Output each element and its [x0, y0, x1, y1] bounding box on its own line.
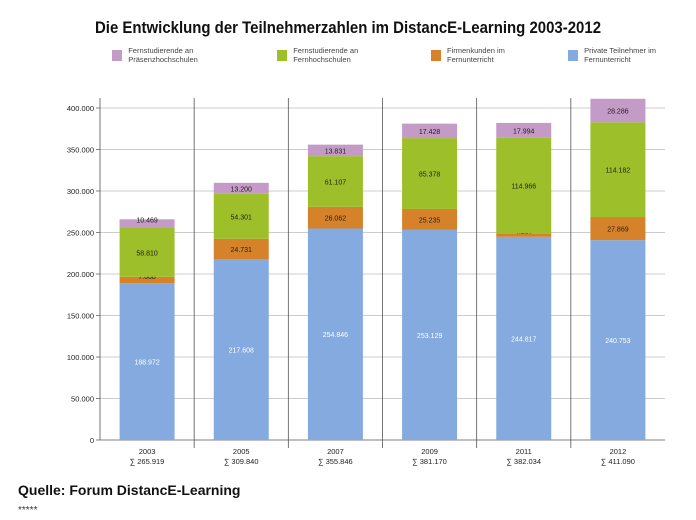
bar-segment	[119, 276, 175, 284]
data-label: 85.378	[419, 172, 441, 179]
bar-segment	[119, 283, 175, 440]
x-tick-label: 2007	[327, 447, 344, 456]
y-tick-label: 250.000	[67, 229, 94, 238]
category-sum: ∑ 265.919	[130, 457, 165, 466]
bar-segment	[590, 98, 646, 123]
x-tick-label: 2005	[233, 447, 250, 456]
data-label: 244.817	[511, 336, 536, 343]
data-label: 61.107	[325, 179, 347, 186]
legend-item: Firmenkunden im Fernunterricht	[430, 46, 546, 64]
category-sum: ∑ 382.034	[506, 457, 541, 466]
data-label: 58.810	[136, 250, 158, 257]
bar-segment	[213, 238, 269, 260]
legend-swatch	[112, 49, 123, 61]
category-sum: ∑ 355.846	[318, 457, 353, 466]
data-label: 27.869	[607, 227, 629, 234]
data-label: 13.200	[231, 186, 253, 193]
x-tick-label: 2003	[139, 447, 156, 456]
data-label: 17.994	[513, 128, 535, 135]
legend-swatch	[430, 49, 441, 61]
x-tick-label: 2009	[421, 447, 438, 456]
data-label: 54.301	[231, 214, 253, 221]
x-tick-label: 2012	[610, 447, 627, 456]
y-tick-label: 350.000	[67, 146, 94, 155]
data-label: 25.235	[419, 217, 441, 224]
data-label: 240.753	[605, 338, 630, 345]
x-tick-label: 2011	[516, 447, 532, 456]
bar-segment	[590, 122, 646, 218]
data-label: 7.668	[138, 274, 156, 281]
data-label: 188.972	[134, 360, 159, 367]
bar-segment	[307, 228, 363, 440]
source-note: Quelle: Forum DistancE-Learning	[18, 482, 241, 498]
legend-label: Private Teilnehmer im Fernunterricht	[584, 46, 657, 64]
legend-swatch	[567, 49, 579, 61]
category-sum: ∑ 309.840	[224, 457, 259, 466]
data-label: 114.182	[606, 168, 631, 175]
bar-segment	[119, 219, 175, 228]
bar-segment	[119, 227, 175, 277]
bar-segment	[402, 138, 458, 209]
bar-segment	[496, 122, 552, 138]
y-tick-label: 150.000	[67, 312, 94, 321]
y-tick-label: 100.000	[67, 353, 94, 362]
data-label: 28.286	[607, 109, 629, 116]
legend: Fernstudierende an Präsenzhochschulen Fer…	[112, 46, 696, 64]
data-label: 17.428	[419, 129, 441, 136]
data-label: 217.608	[229, 348, 254, 355]
y-tick-label: 300.000	[67, 187, 94, 196]
data-label: 253.129	[417, 333, 442, 340]
legend-item: Private Teilnehmer im Fernunterricht	[567, 46, 696, 64]
legend-item: Fernstudierende an Präsenzhochschulen	[112, 46, 255, 64]
data-label: 254.846	[323, 332, 348, 339]
legend-swatch	[277, 49, 288, 61]
y-tick-label: 400.000	[67, 104, 94, 113]
y-tick-label: 200.000	[67, 270, 94, 279]
bar-segment	[402, 229, 458, 440]
bar-segment	[590, 217, 646, 241]
category-sum: ∑ 381.170	[412, 457, 447, 466]
y-tick-label: 50.000	[71, 395, 94, 404]
chart-title: Die Entwicklung der Teilnehmerzahlen im …	[94, 18, 602, 37]
data-label: 24.731	[231, 247, 253, 254]
bar-segment	[402, 208, 458, 230]
bar-segment	[307, 206, 363, 229]
bar-segment	[213, 193, 269, 239]
bar-segment	[307, 144, 363, 157]
chart: 0 50.000 100.000 150.000 200.000 250.000 300.0…	[67, 98, 665, 466]
bar-segment	[402, 123, 458, 139]
data-label: 26.062	[325, 216, 347, 223]
legend-label: Fernstudierende an Präsenzhochschulen	[128, 46, 198, 64]
legend-item: Fernstudierende an Fernhochschulen	[277, 46, 409, 64]
bar-segment	[496, 233, 552, 237]
bar-segment	[496, 137, 552, 234]
bar-segment	[496, 236, 552, 440]
category-sum: ∑ 411.090	[601, 457, 635, 466]
bar-segment	[590, 240, 646, 440]
footer-stars: *****	[18, 505, 38, 516]
data-label: 114.966	[511, 184, 536, 191]
y-tick-label: 0	[90, 436, 94, 445]
bar-segment	[213, 259, 269, 440]
legend-label: Firmenkunden im Fernunterricht	[446, 46, 505, 64]
data-label: 10.469	[136, 218, 158, 225]
bar-segment	[307, 156, 363, 207]
legend-label: Fernstudierende an Fernhochschulen	[293, 46, 359, 64]
data-label: 13.831	[325, 148, 347, 155]
bar-segment	[213, 182, 269, 194]
